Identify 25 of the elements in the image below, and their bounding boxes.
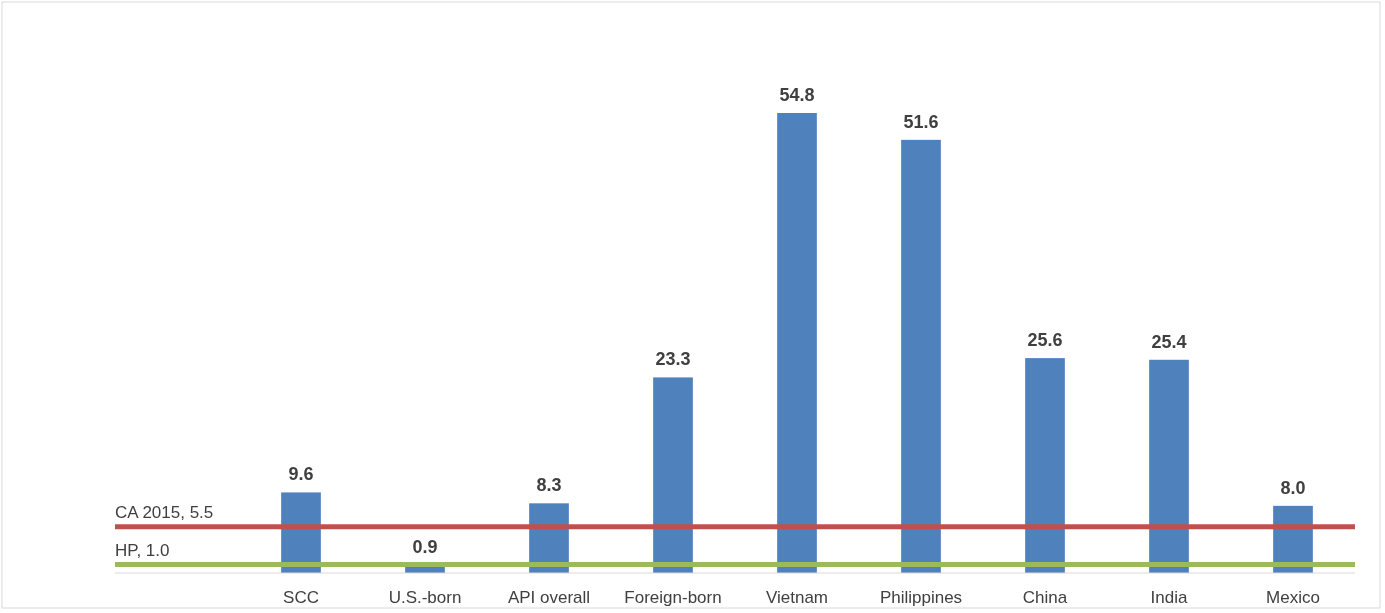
x-tick-label: Philippines [879, 588, 963, 607]
x-tick-label: API overall [507, 588, 591, 607]
data-label: 23.3 [655, 349, 691, 370]
data-label: 0.9 [412, 537, 438, 558]
x-tick-label: China [1022, 588, 1068, 607]
data-label: 9.6 [288, 464, 314, 485]
ref-line-label: HP, 1.0 [115, 540, 170, 560]
x-tick-label: Mexico [1266, 588, 1320, 607]
data-label: 8.3 [536, 475, 562, 496]
bar [653, 377, 693, 573]
data-label: 54.8 [779, 85, 815, 105]
x-tick-label: Foreign-born [624, 588, 722, 607]
x-tick-label: India [1150, 588, 1188, 607]
data-label: 25.4 [1151, 331, 1187, 352]
data-label: 51.6 [903, 111, 939, 132]
x-tick-label: SCC [283, 588, 319, 607]
x-tick-label: Vietnam [765, 588, 829, 607]
bar [1025, 358, 1065, 573]
bar [901, 139, 941, 573]
bar [777, 113, 817, 573]
x-tick-label: U.S.-born [388, 588, 462, 607]
data-label: 25.6 [1027, 330, 1063, 351]
ref-line-label: CA 2015, 5.5 [115, 502, 214, 522]
bar [1149, 359, 1189, 573]
data-label: 8.0 [1280, 477, 1306, 498]
